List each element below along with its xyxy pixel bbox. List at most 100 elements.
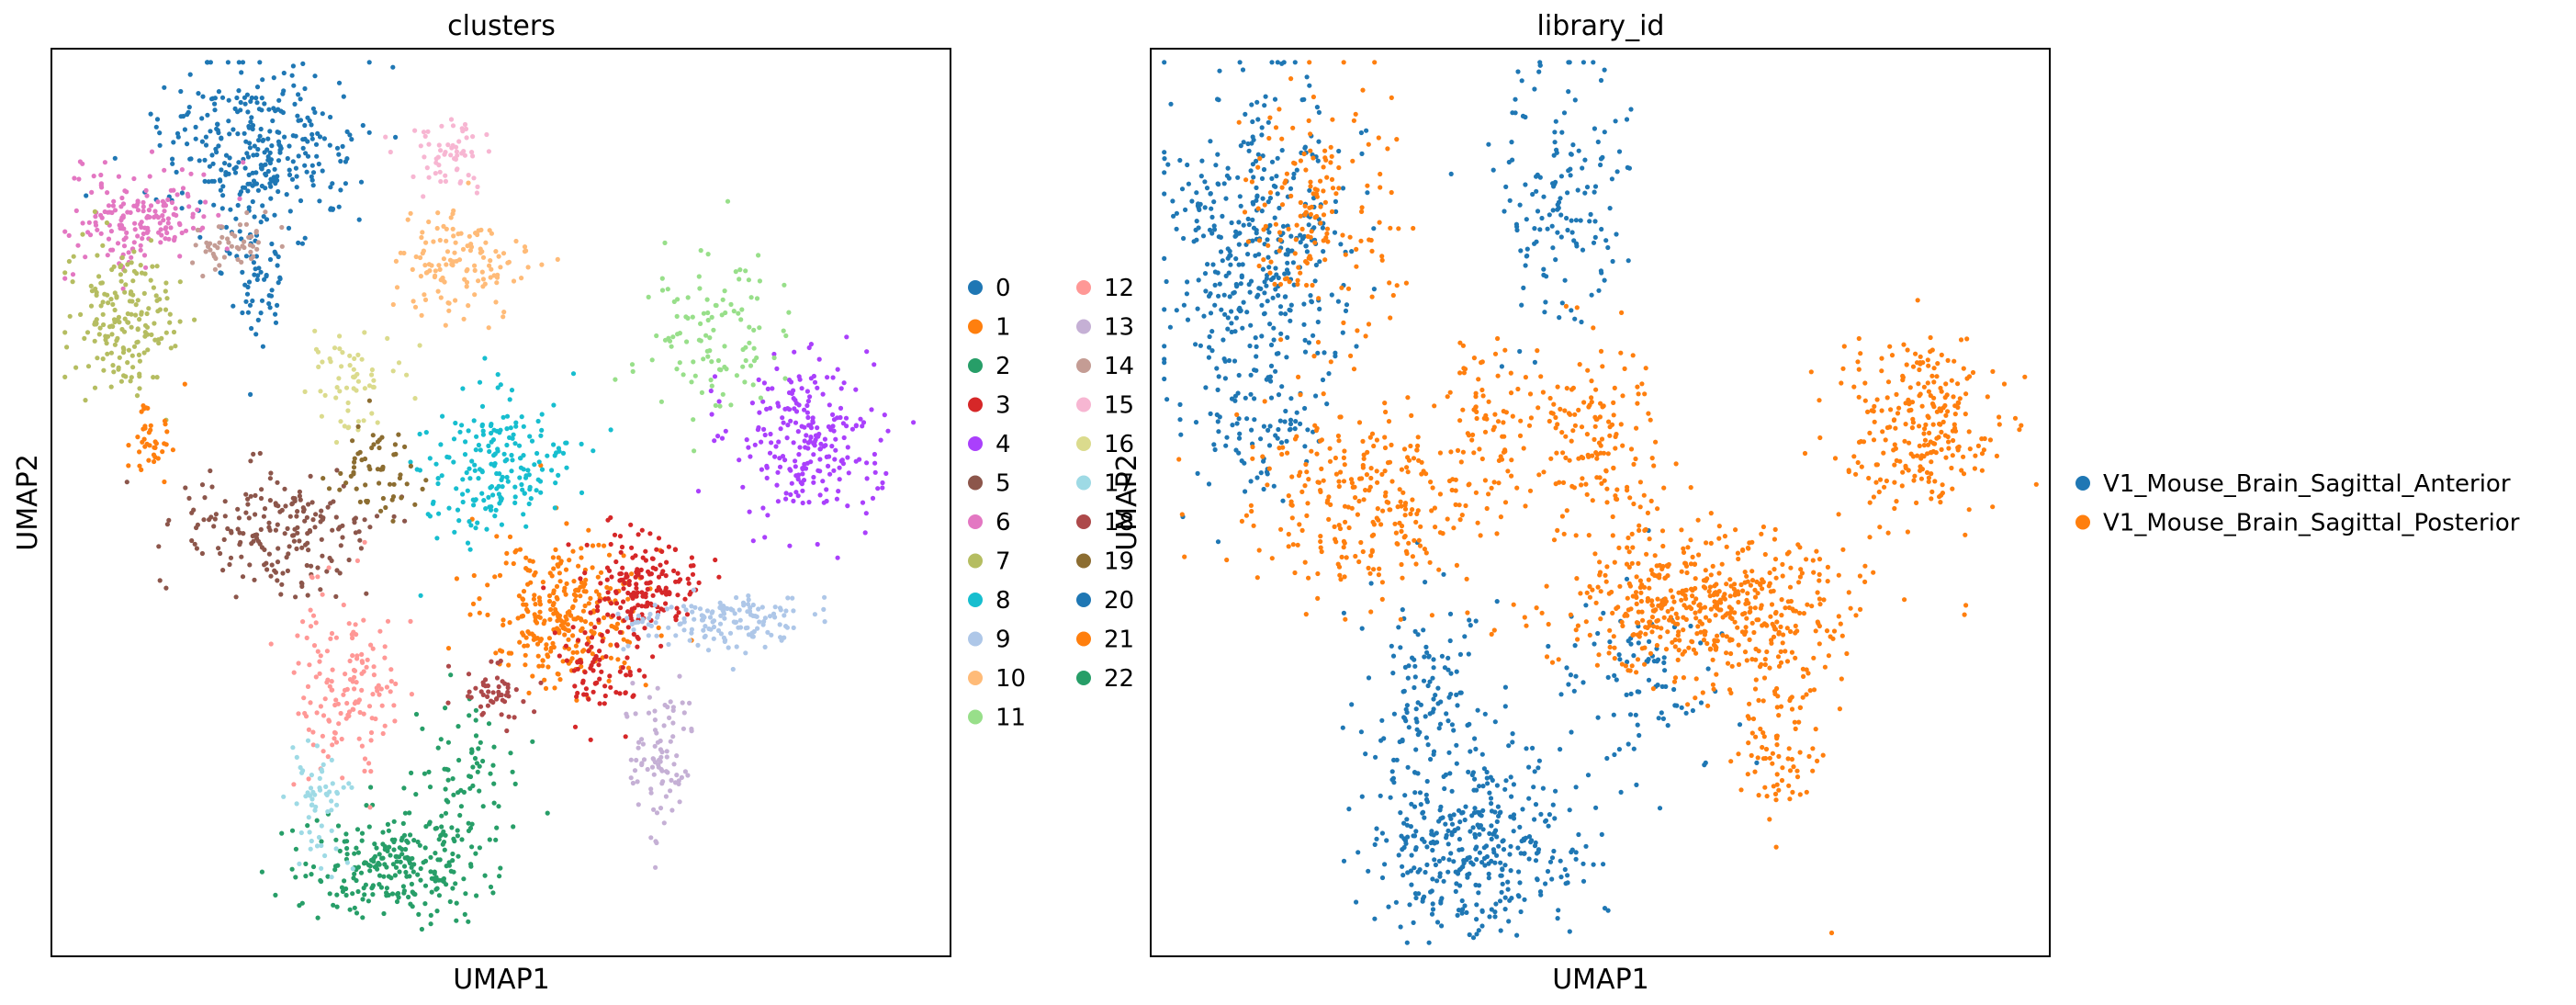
point-0 bbox=[330, 181, 335, 186]
point-v1-mouse-brain-sagittal-anterior bbox=[1401, 820, 1407, 826]
point-v1-mouse-brain-sagittal-posterior bbox=[1871, 570, 1876, 575]
point-1 bbox=[536, 663, 542, 669]
point-v1-mouse-brain-sagittal-anterior bbox=[1468, 749, 1473, 754]
point-v1-mouse-brain-sagittal-anterior bbox=[1226, 357, 1232, 364]
point-3 bbox=[597, 598, 602, 604]
point-7 bbox=[167, 311, 173, 317]
point-v1-mouse-brain-sagittal-anterior bbox=[1502, 684, 1508, 690]
point-5 bbox=[290, 533, 296, 538]
point-1 bbox=[551, 644, 557, 650]
legend-label: 5 bbox=[996, 470, 1011, 498]
point-6 bbox=[124, 230, 129, 235]
point-1 bbox=[533, 602, 538, 607]
point-v1-mouse-brain-sagittal-anterior bbox=[1320, 377, 1326, 383]
point-v1-mouse-brain-sagittal-anterior bbox=[1635, 722, 1640, 728]
point-v1-mouse-brain-sagittal-anterior bbox=[1409, 801, 1414, 807]
point-v1-mouse-brain-sagittal-anterior bbox=[1537, 227, 1543, 232]
point-11 bbox=[720, 391, 726, 397]
point-12 bbox=[361, 617, 366, 623]
point-4 bbox=[775, 401, 781, 406]
point-8 bbox=[472, 462, 478, 468]
point-v1-mouse-brain-sagittal-posterior bbox=[1727, 593, 1733, 599]
point-4 bbox=[849, 426, 856, 432]
point-v1-mouse-brain-sagittal-anterior bbox=[1472, 806, 1478, 811]
point-10 bbox=[444, 262, 449, 267]
point-2 bbox=[381, 910, 387, 917]
point-v1-mouse-brain-sagittal-anterior bbox=[1420, 898, 1425, 904]
point-2 bbox=[448, 672, 454, 678]
point-v1-mouse-brain-sagittal-posterior bbox=[1740, 548, 1746, 553]
point-0 bbox=[343, 181, 348, 186]
point-v1-mouse-brain-sagittal-anterior bbox=[1372, 916, 1378, 921]
point-v1-mouse-brain-sagittal-posterior bbox=[1593, 600, 1599, 605]
point-5 bbox=[213, 512, 219, 517]
point-6 bbox=[176, 220, 182, 226]
legend-item: 21 bbox=[1076, 627, 1134, 654]
point-v1-mouse-brain-sagittal-anterior bbox=[1428, 756, 1434, 762]
point-11 bbox=[728, 402, 734, 408]
point-v1-mouse-brain-sagittal-posterior bbox=[1724, 544, 1729, 549]
point-v1-mouse-brain-sagittal-anterior bbox=[1254, 228, 1259, 233]
point-v1-mouse-brain-sagittal-anterior bbox=[1500, 881, 1505, 886]
point-3 bbox=[675, 570, 681, 576]
point-v1-mouse-brain-sagittal-anterior bbox=[1333, 354, 1338, 359]
point-0 bbox=[287, 172, 293, 177]
point-0 bbox=[227, 163, 232, 168]
point-10 bbox=[472, 292, 478, 298]
point-v1-mouse-brain-sagittal-anterior bbox=[1284, 355, 1289, 360]
point-v1-mouse-brain-sagittal-anterior bbox=[1397, 739, 1402, 745]
point-v1-mouse-brain-sagittal-anterior bbox=[1239, 273, 1244, 278]
point-5 bbox=[297, 538, 302, 544]
point-v1-mouse-brain-sagittal-anterior bbox=[1413, 829, 1419, 834]
point-19 bbox=[375, 439, 380, 445]
point-11 bbox=[716, 367, 723, 372]
point-3 bbox=[584, 542, 590, 548]
point-5 bbox=[252, 577, 257, 582]
point-v1-mouse-brain-sagittal-anterior bbox=[1661, 660, 1667, 666]
point-v1-mouse-brain-sagittal-posterior bbox=[1716, 536, 1722, 541]
point-v1-mouse-brain-sagittal-posterior bbox=[1792, 719, 1797, 725]
point-8 bbox=[470, 497, 476, 502]
point-3 bbox=[600, 638, 605, 644]
point-17 bbox=[323, 784, 329, 790]
point-v1-mouse-brain-sagittal-anterior bbox=[1585, 773, 1592, 778]
point-v1-mouse-brain-sagittal-posterior bbox=[1638, 590, 1644, 595]
point-11 bbox=[747, 340, 752, 345]
point-v1-mouse-brain-sagittal-anterior bbox=[1495, 804, 1501, 809]
point-9 bbox=[633, 620, 638, 626]
point-v1-mouse-brain-sagittal-anterior bbox=[1568, 173, 1573, 178]
point-10 bbox=[501, 314, 506, 320]
point-8 bbox=[525, 468, 531, 473]
point-0 bbox=[344, 129, 350, 134]
point-v1-mouse-brain-sagittal-posterior bbox=[1759, 661, 1764, 667]
point-v1-mouse-brain-sagittal-anterior bbox=[1611, 712, 1616, 717]
point-3 bbox=[541, 585, 546, 591]
point-v1-mouse-brain-sagittal-anterior bbox=[1412, 804, 1418, 809]
point-v1-mouse-brain-sagittal-anterior bbox=[1393, 899, 1399, 905]
point-v1-mouse-brain-sagittal-anterior bbox=[1285, 247, 1290, 253]
point-4 bbox=[846, 470, 851, 476]
point-v1-mouse-brain-sagittal-anterior bbox=[1549, 855, 1556, 861]
point-13 bbox=[668, 739, 673, 744]
point-1 bbox=[501, 622, 506, 628]
point-v1-mouse-brain-sagittal-anterior bbox=[1470, 862, 1476, 867]
point-1 bbox=[530, 559, 535, 564]
point-v1-mouse-brain-sagittal-anterior bbox=[1277, 205, 1282, 211]
point-v1-mouse-brain-sagittal-anterior bbox=[1273, 368, 1278, 374]
point-0 bbox=[238, 99, 243, 106]
point-4 bbox=[747, 509, 752, 514]
point-10 bbox=[453, 240, 458, 245]
point-v1-mouse-brain-sagittal-anterior bbox=[1572, 97, 1578, 103]
point-v1-mouse-brain-sagittal-anterior bbox=[1314, 105, 1320, 110]
point-0 bbox=[296, 240, 301, 245]
point-v1-mouse-brain-sagittal-anterior bbox=[1227, 294, 1232, 299]
point-14 bbox=[255, 240, 261, 245]
point-13 bbox=[653, 864, 658, 870]
point-2 bbox=[334, 892, 340, 898]
point-17 bbox=[306, 815, 311, 820]
point-17 bbox=[350, 866, 355, 872]
point-18 bbox=[480, 710, 487, 716]
point-0 bbox=[253, 96, 259, 101]
point-v1-mouse-brain-sagittal-anterior bbox=[1431, 696, 1436, 702]
point-0 bbox=[227, 155, 232, 161]
